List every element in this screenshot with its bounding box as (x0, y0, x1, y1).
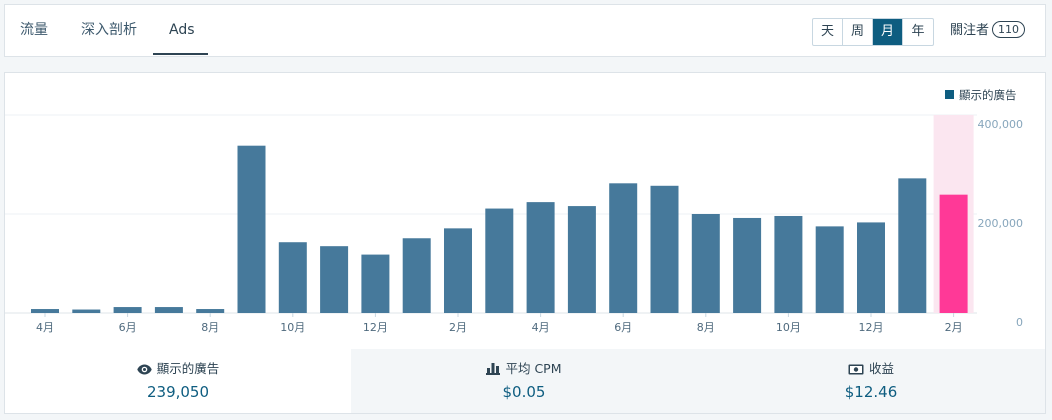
chart-bar (774, 215, 803, 313)
chart-bars (31, 145, 968, 313)
chart-y-axis: 0 200,000 400,000 (978, 118, 1024, 329)
chart-bar (733, 217, 762, 313)
chart-bar (815, 226, 844, 313)
period-selector: 天 周 月 年 (812, 18, 934, 46)
followers-link[interactable]: 關注者 110 (950, 21, 1026, 41)
chart-bar (154, 307, 183, 313)
chart-legend: 顯示的廣告 (945, 87, 1017, 103)
stat-value: $0.05 (502, 383, 546, 401)
chart-bar (609, 183, 638, 313)
chart-bar (31, 309, 59, 313)
x-tick-label: 10月 (776, 321, 801, 334)
chart-bar (691, 214, 720, 313)
eye-icon (137, 364, 152, 375)
legend-swatch (945, 90, 954, 99)
chart-bar (444, 228, 472, 313)
chart-bar (939, 194, 968, 313)
x-tick-label: 6月 (119, 321, 137, 334)
period-month-button[interactable]: 月 (873, 19, 903, 45)
legend-label: 顯示的廣告 (959, 88, 1017, 102)
chart-bar (361, 254, 390, 313)
ads-bar-chart: 4月 6月 8月 10月 12月 2月 4月 6月 8月 10月 12月 2月 0 200,000 400… (5, 114, 1024, 334)
chart-bar (567, 206, 596, 313)
stat-value: 239,050 (146, 383, 210, 401)
followers-label: 關注者 (950, 23, 990, 38)
chart-bar (485, 208, 514, 313)
chart-bar (402, 238, 431, 313)
stats-summary: 顯示的廣告 239,050 平均 CPM $0.05 收益 (5, 349, 1045, 413)
stat-label: 顯示的廣告 (156, 361, 220, 376)
period-week-button[interactable]: 周 (843, 19, 873, 45)
x-tick-label: 8月 (201, 321, 219, 334)
stats-navigation-bar: 流量 深入剖析 Ads 天 周 月 年 關注者 110 (4, 4, 1046, 57)
x-tick-label: 12月 (363, 321, 388, 334)
x-tick-label: 2月 (449, 321, 467, 334)
stat-revenue[interactable]: 收益 $12.46 (697, 349, 1045, 413)
chart-bar (526, 202, 555, 313)
y-tick-label: 200,000 (978, 217, 1024, 230)
chart-x-axis: 4月 6月 8月 10月 12月 2月 4月 6月 8月 10月 12月 2月 (36, 313, 963, 334)
x-tick-label: 12月 (859, 321, 884, 334)
x-tick-label: 4月 (532, 321, 550, 334)
x-tick-label: 6月 (614, 321, 632, 334)
y-tick-label: 400,000 (978, 118, 1024, 131)
chart-bar (898, 178, 927, 313)
stat-label: 收益 (868, 361, 894, 376)
x-tick-label: 2月 (945, 321, 963, 334)
active-tab-indicator (153, 53, 208, 55)
chart-bar (72, 309, 101, 313)
chart-bar (650, 185, 679, 313)
stat-average-cpm[interactable]: 平均 CPM $0.05 (351, 349, 697, 413)
period-day-button[interactable]: 天 (813, 19, 843, 45)
chart-bar (113, 307, 142, 313)
x-tick-label: 8月 (697, 321, 715, 334)
period-year-button[interactable]: 年 (911, 24, 925, 39)
chart-bar (278, 242, 307, 313)
chart-bar (320, 246, 349, 313)
y-tick-label: 0 (1016, 316, 1023, 329)
money-icon (848, 364, 864, 375)
stat-value: $12.46 (844, 383, 898, 401)
tab-insights[interactable]: 深入剖析 (81, 22, 137, 38)
tab-traffic[interactable]: 流量 (20, 22, 48, 38)
stat-label: 平均 CPM (505, 361, 562, 376)
ads-chart-card: 顯示的廣告 4月 6月 8月 10月 12月 2月 4月 6月 8月 10月 12月 2月 0 200,… (4, 72, 1046, 414)
bar-chart-icon (486, 363, 501, 375)
stat-ads-shown[interactable]: 顯示的廣告 239,050 (5, 349, 351, 413)
tab-ads[interactable]: Ads (169, 22, 195, 38)
chart-bar (196, 309, 225, 313)
x-tick-label: 4月 (36, 321, 54, 334)
chart-bar (237, 145, 266, 313)
followers-count-badge: 110 (992, 21, 1026, 38)
chart-bar (857, 222, 885, 313)
x-tick-label: 10月 (280, 321, 305, 334)
